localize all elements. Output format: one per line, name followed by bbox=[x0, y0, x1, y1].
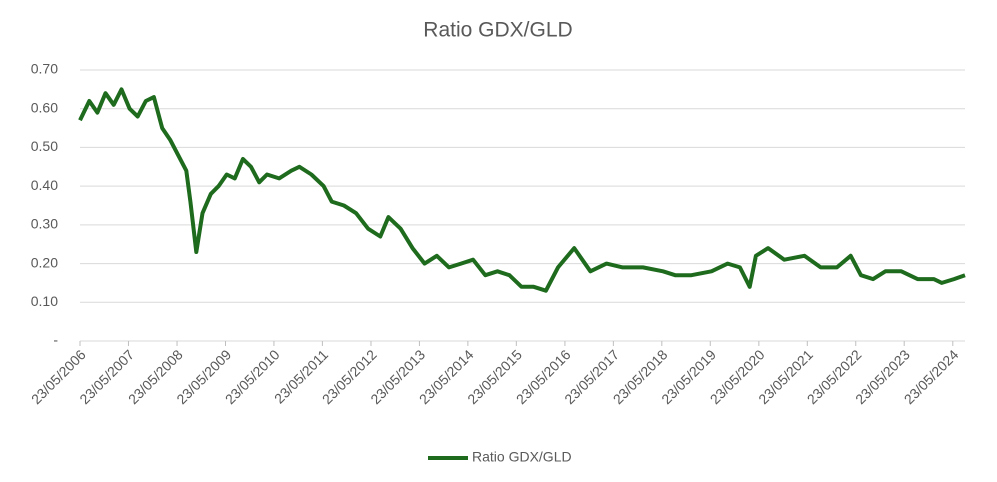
y-tick-label: 0.70 bbox=[31, 61, 58, 77]
chart-title: Ratio GDX/GLD bbox=[423, 19, 572, 42]
y-tick-label: 0.40 bbox=[31, 177, 58, 193]
y-tick-label: 0.10 bbox=[31, 293, 58, 309]
y-tick-label: 0.50 bbox=[31, 138, 58, 154]
data-line bbox=[78, 87, 966, 293]
y-tick-label: 0.20 bbox=[31, 254, 58, 270]
y-tick-label: 0.60 bbox=[31, 99, 58, 115]
y-tick-label: 0.30 bbox=[31, 216, 58, 232]
legend-label: Ratio GDX/GLD bbox=[472, 449, 572, 465]
y-tick-label: - bbox=[53, 332, 58, 348]
